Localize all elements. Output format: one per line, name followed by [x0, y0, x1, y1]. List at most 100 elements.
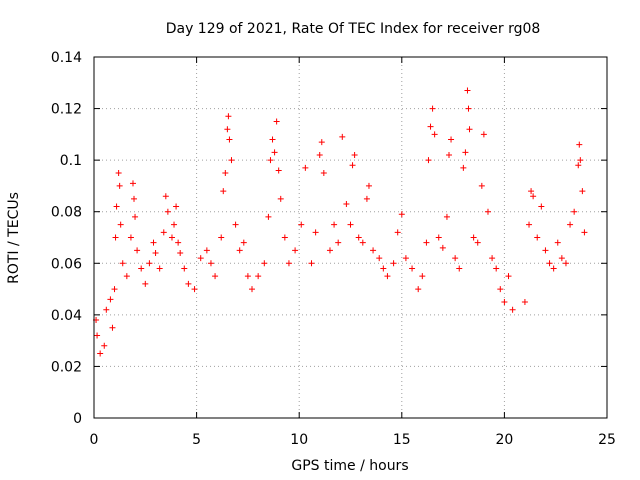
data-point	[249, 286, 256, 293]
data-point	[292, 247, 299, 254]
data-point	[191, 286, 198, 293]
data-point	[228, 157, 235, 164]
data-point	[224, 126, 231, 133]
data-point	[131, 195, 138, 202]
data-point	[390, 260, 397, 267]
data-point	[277, 195, 284, 202]
data-marks	[93, 87, 588, 357]
data-point	[175, 239, 182, 246]
data-point	[197, 255, 204, 262]
data-point	[546, 260, 553, 267]
x-tick-label: 25	[598, 432, 616, 448]
grid	[94, 57, 607, 418]
y-axis-title: ROTI / TECUs	[6, 192, 22, 284]
data-point	[489, 255, 496, 262]
data-point	[365, 182, 372, 189]
data-point	[466, 126, 473, 133]
x-tick-label: 10	[290, 432, 308, 448]
y-tick-label: 0.02	[51, 359, 82, 375]
data-point	[550, 265, 557, 272]
data-point	[273, 118, 280, 125]
data-point	[576, 141, 583, 148]
data-point	[343, 200, 350, 207]
data-point	[312, 229, 319, 236]
data-point	[115, 170, 122, 177]
data-point	[261, 260, 268, 267]
x-tick-label: 20	[495, 432, 513, 448]
data-point	[427, 123, 434, 130]
data-point	[577, 157, 584, 164]
data-point	[562, 260, 569, 267]
data-point	[162, 193, 169, 200]
data-point	[302, 164, 309, 171]
chart-title: Day 129 of 2021, Rate Of TEC Index for r…	[166, 21, 541, 37]
data-point	[218, 234, 225, 241]
data-point	[456, 265, 463, 272]
data-point	[359, 239, 366, 246]
y-tick-label: 0.12	[51, 102, 82, 118]
data-point	[171, 221, 178, 228]
data-point	[236, 247, 243, 254]
axis-ticks: 0 5 10 15 20 25 0 0.02 0.04 0.06 0.08 0.1 0.12 0.14	[51, 50, 616, 448]
data-point	[101, 342, 108, 349]
data-point	[109, 324, 116, 331]
data-point	[271, 149, 278, 156]
data-point	[460, 164, 467, 171]
data-point	[349, 162, 356, 169]
y-tick-label: 0.08	[51, 205, 82, 221]
data-point	[384, 273, 391, 280]
data-point	[380, 265, 387, 272]
data-point	[113, 203, 120, 210]
data-point	[185, 280, 192, 287]
data-point	[156, 265, 163, 272]
data-point	[521, 298, 528, 305]
data-point	[474, 239, 481, 246]
data-point	[579, 188, 586, 195]
data-point	[207, 260, 214, 267]
data-point	[226, 136, 233, 143]
data-point	[530, 193, 537, 200]
data-point	[127, 234, 134, 241]
data-point	[452, 255, 459, 262]
data-point	[331, 221, 338, 228]
data-point	[203, 247, 210, 254]
data-point	[484, 208, 491, 215]
data-point	[398, 211, 405, 218]
x-tick-label: 0	[90, 432, 99, 448]
data-point	[465, 105, 472, 112]
data-point	[554, 239, 561, 246]
data-point	[112, 234, 119, 241]
data-point	[119, 260, 126, 267]
data-point	[435, 234, 442, 241]
data-point	[431, 131, 438, 138]
data-point	[117, 221, 124, 228]
data-point	[347, 221, 354, 228]
y-tick-label: 0.14	[51, 50, 82, 66]
data-point	[409, 265, 416, 272]
data-point	[542, 247, 549, 254]
data-point	[308, 260, 315, 267]
data-point	[567, 221, 574, 228]
data-point	[298, 221, 305, 228]
data-point	[281, 234, 288, 241]
data-point	[497, 286, 504, 293]
data-point	[212, 273, 219, 280]
data-point	[571, 208, 578, 215]
data-point	[339, 133, 346, 140]
y-tick-label: 0	[73, 411, 82, 427]
data-point	[275, 167, 282, 174]
data-point	[470, 234, 477, 241]
data-point	[445, 151, 452, 158]
data-point	[501, 298, 508, 305]
data-point	[423, 239, 430, 246]
data-point	[255, 273, 262, 280]
data-point	[439, 244, 446, 251]
data-point	[480, 131, 487, 138]
data-point	[351, 151, 358, 158]
x-axis-title: GPS time / hours	[291, 458, 408, 474]
data-point	[244, 273, 251, 280]
data-point	[478, 182, 485, 189]
plot-frame	[93, 56, 608, 419]
data-point	[138, 265, 145, 272]
data-point	[150, 239, 157, 246]
